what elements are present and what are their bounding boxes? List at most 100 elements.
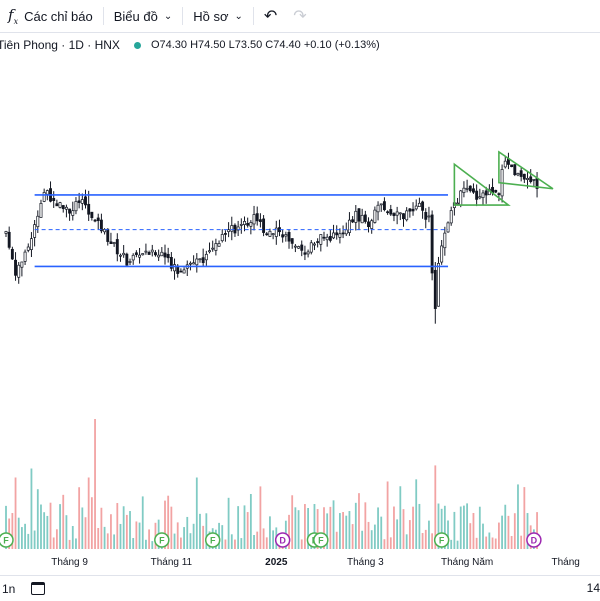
profile-button[interactable]: Hồ sơ ⌄ xyxy=(185,0,251,32)
candle-body xyxy=(23,251,27,262)
dividend-event-icon[interactable]: D xyxy=(526,532,542,548)
candle-body xyxy=(287,231,291,242)
volume-bar xyxy=(482,523,484,549)
candle-body xyxy=(351,219,355,223)
volume-bar xyxy=(46,515,49,549)
candle-body xyxy=(255,213,259,222)
candle-body xyxy=(421,201,425,211)
candle-body xyxy=(198,258,202,261)
undo-button[interactable]: ↶ xyxy=(256,0,285,32)
financial-event-icon[interactable]: F xyxy=(204,532,221,548)
candle-body xyxy=(306,251,310,255)
toolbar-divider xyxy=(252,7,254,25)
event-circle xyxy=(526,532,542,548)
volume-bar xyxy=(205,513,208,549)
volume-bar xyxy=(5,505,7,549)
candle-body xyxy=(74,201,78,212)
candle-body xyxy=(179,270,183,273)
candle-body xyxy=(258,219,262,222)
candle-body xyxy=(379,203,383,206)
calendar-icon[interactable] xyxy=(31,582,46,595)
dividend-event-icon[interactable]: D xyxy=(274,532,291,548)
volume-bar xyxy=(447,520,449,549)
x-axis-label: Tháng 11 xyxy=(151,557,193,568)
volume-bar xyxy=(358,493,360,549)
candle-body xyxy=(141,253,145,256)
candle-body xyxy=(325,236,329,241)
candle-body xyxy=(96,217,100,222)
candle-body xyxy=(322,236,326,239)
candle-body xyxy=(395,211,399,216)
candle-body xyxy=(503,160,507,168)
volume-bar xyxy=(424,529,427,549)
volume-bar xyxy=(450,539,453,549)
volume-bar xyxy=(116,503,119,549)
candle-body xyxy=(274,227,278,237)
financial-event-icon[interactable]: F xyxy=(0,532,14,548)
volume-bar xyxy=(440,508,443,549)
indicators-button[interactable]: fx Các chỉ báo xyxy=(0,0,101,32)
candle-body xyxy=(211,247,215,250)
volume-bar xyxy=(103,526,106,549)
bottom-right-label[interactable]: 14 xyxy=(586,581,600,595)
event-letter: F xyxy=(159,536,165,546)
financial-event-icon[interactable]: F xyxy=(154,532,170,548)
candle-body xyxy=(182,269,186,274)
volume-bar xyxy=(145,539,147,549)
volume-bar xyxy=(393,506,395,549)
candle-body xyxy=(214,243,218,251)
range-1d-button[interactable]: 1n xyxy=(2,581,16,596)
volume-bar xyxy=(17,517,20,549)
volume-bar xyxy=(97,527,100,549)
candle-body xyxy=(281,234,285,238)
volume-bar xyxy=(40,504,42,549)
chart-type-button[interactable]: Biểu đồ ⌄ xyxy=(106,0,180,32)
volume-bar xyxy=(43,512,46,549)
volume-bar xyxy=(408,520,411,549)
volume-bar xyxy=(498,522,500,549)
volume-bar xyxy=(294,507,297,549)
volume-bar xyxy=(291,495,294,549)
bottom-toolbar: 1n 14 xyxy=(0,575,600,601)
volume-bar xyxy=(246,512,249,549)
candle-body xyxy=(173,264,176,272)
event-letter: D xyxy=(531,536,538,546)
candle-body xyxy=(430,214,434,274)
candle-body xyxy=(519,170,523,177)
volume-bar xyxy=(119,523,122,549)
price-chart[interactable]: Tháng 9 Tháng 11 2025 Tháng 3 Tháng Năm Tháng… xyxy=(0,56,600,575)
volume-bar xyxy=(195,477,198,549)
volume-bar xyxy=(472,512,475,549)
candle-body xyxy=(522,173,526,180)
candle-body xyxy=(265,233,269,236)
volume-bar xyxy=(329,506,332,549)
candle-body xyxy=(109,241,113,244)
volume-bar xyxy=(475,537,478,549)
candle-body xyxy=(475,190,479,200)
candle-body xyxy=(313,243,316,246)
financial-event-icon[interactable]: F xyxy=(433,532,450,548)
candle-body xyxy=(526,177,529,180)
candle-body xyxy=(459,190,463,206)
chevron-down-icon: ⌄ xyxy=(234,10,243,22)
volume-bar xyxy=(199,513,201,549)
financial-event-icon[interactable]: F xyxy=(313,532,329,548)
redo-button[interactable]: ↷ xyxy=(285,0,314,32)
candle-body xyxy=(166,253,170,259)
candle-body xyxy=(223,233,227,235)
candle-body xyxy=(163,252,167,258)
volume-bar xyxy=(466,503,468,549)
candle-body xyxy=(319,234,323,245)
top-toolbar: fx Các chỉ báo Biểu đồ ⌄ Hồ sơ ⌄ ↶ ↷ xyxy=(0,0,600,33)
x-axis-label: Tháng xyxy=(552,557,580,568)
candle-body xyxy=(462,187,466,193)
volume-bar xyxy=(52,537,55,549)
event-letter: F xyxy=(3,536,9,546)
candle-body xyxy=(131,254,135,261)
candle-body xyxy=(204,253,208,261)
volume-bar xyxy=(186,516,189,549)
volume-bar xyxy=(173,533,176,549)
event-letter: D xyxy=(279,536,286,546)
symbol-title[interactable]: Tiên Phong · 1D · HNX xyxy=(0,38,120,52)
candle-body xyxy=(529,176,533,182)
